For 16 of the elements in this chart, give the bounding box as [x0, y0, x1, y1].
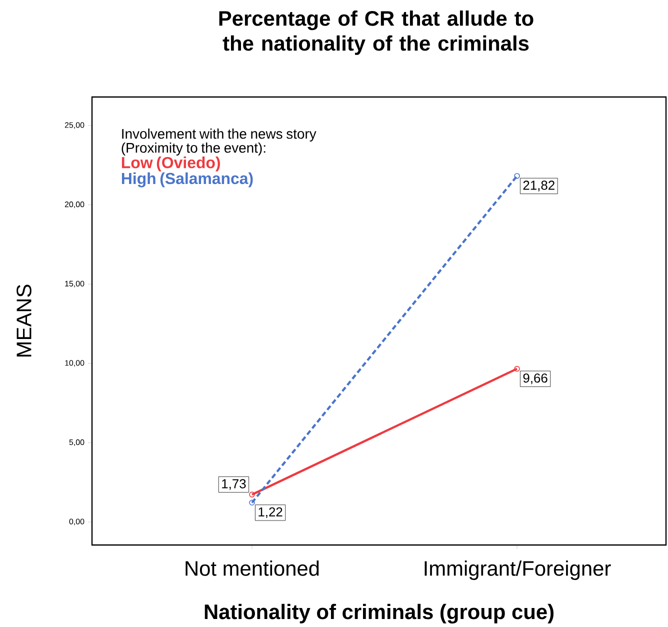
- data-label: 1,22: [258, 507, 282, 518]
- point: [514, 366, 520, 372]
- data-label: 9,66: [523, 373, 548, 384]
- x-tick-label: Immigrant/Foreigner: [424, 560, 611, 580]
- point: [249, 500, 255, 506]
- point: [249, 492, 255, 498]
- y-axis-title: MEANS: [16, 284, 32, 356]
- text: Low (Oviedo): [122, 156, 220, 172]
- chart-title: Percentage of CR that allude to the nationality of the criminals: [219, 10, 534, 55]
- point: [514, 173, 520, 179]
- x-axis-title: Nationality of criminals (group cue): [204, 604, 554, 624]
- data-label: 21,82: [523, 180, 554, 192]
- x-tick-label: Not mentioned: [186, 560, 319, 576]
- legend-title: Involvement with the news story (Proximity to the event):: [122, 128, 316, 156]
- text: High (Salamanca): [122, 172, 253, 188]
- data-label: 1,73: [222, 479, 246, 490]
